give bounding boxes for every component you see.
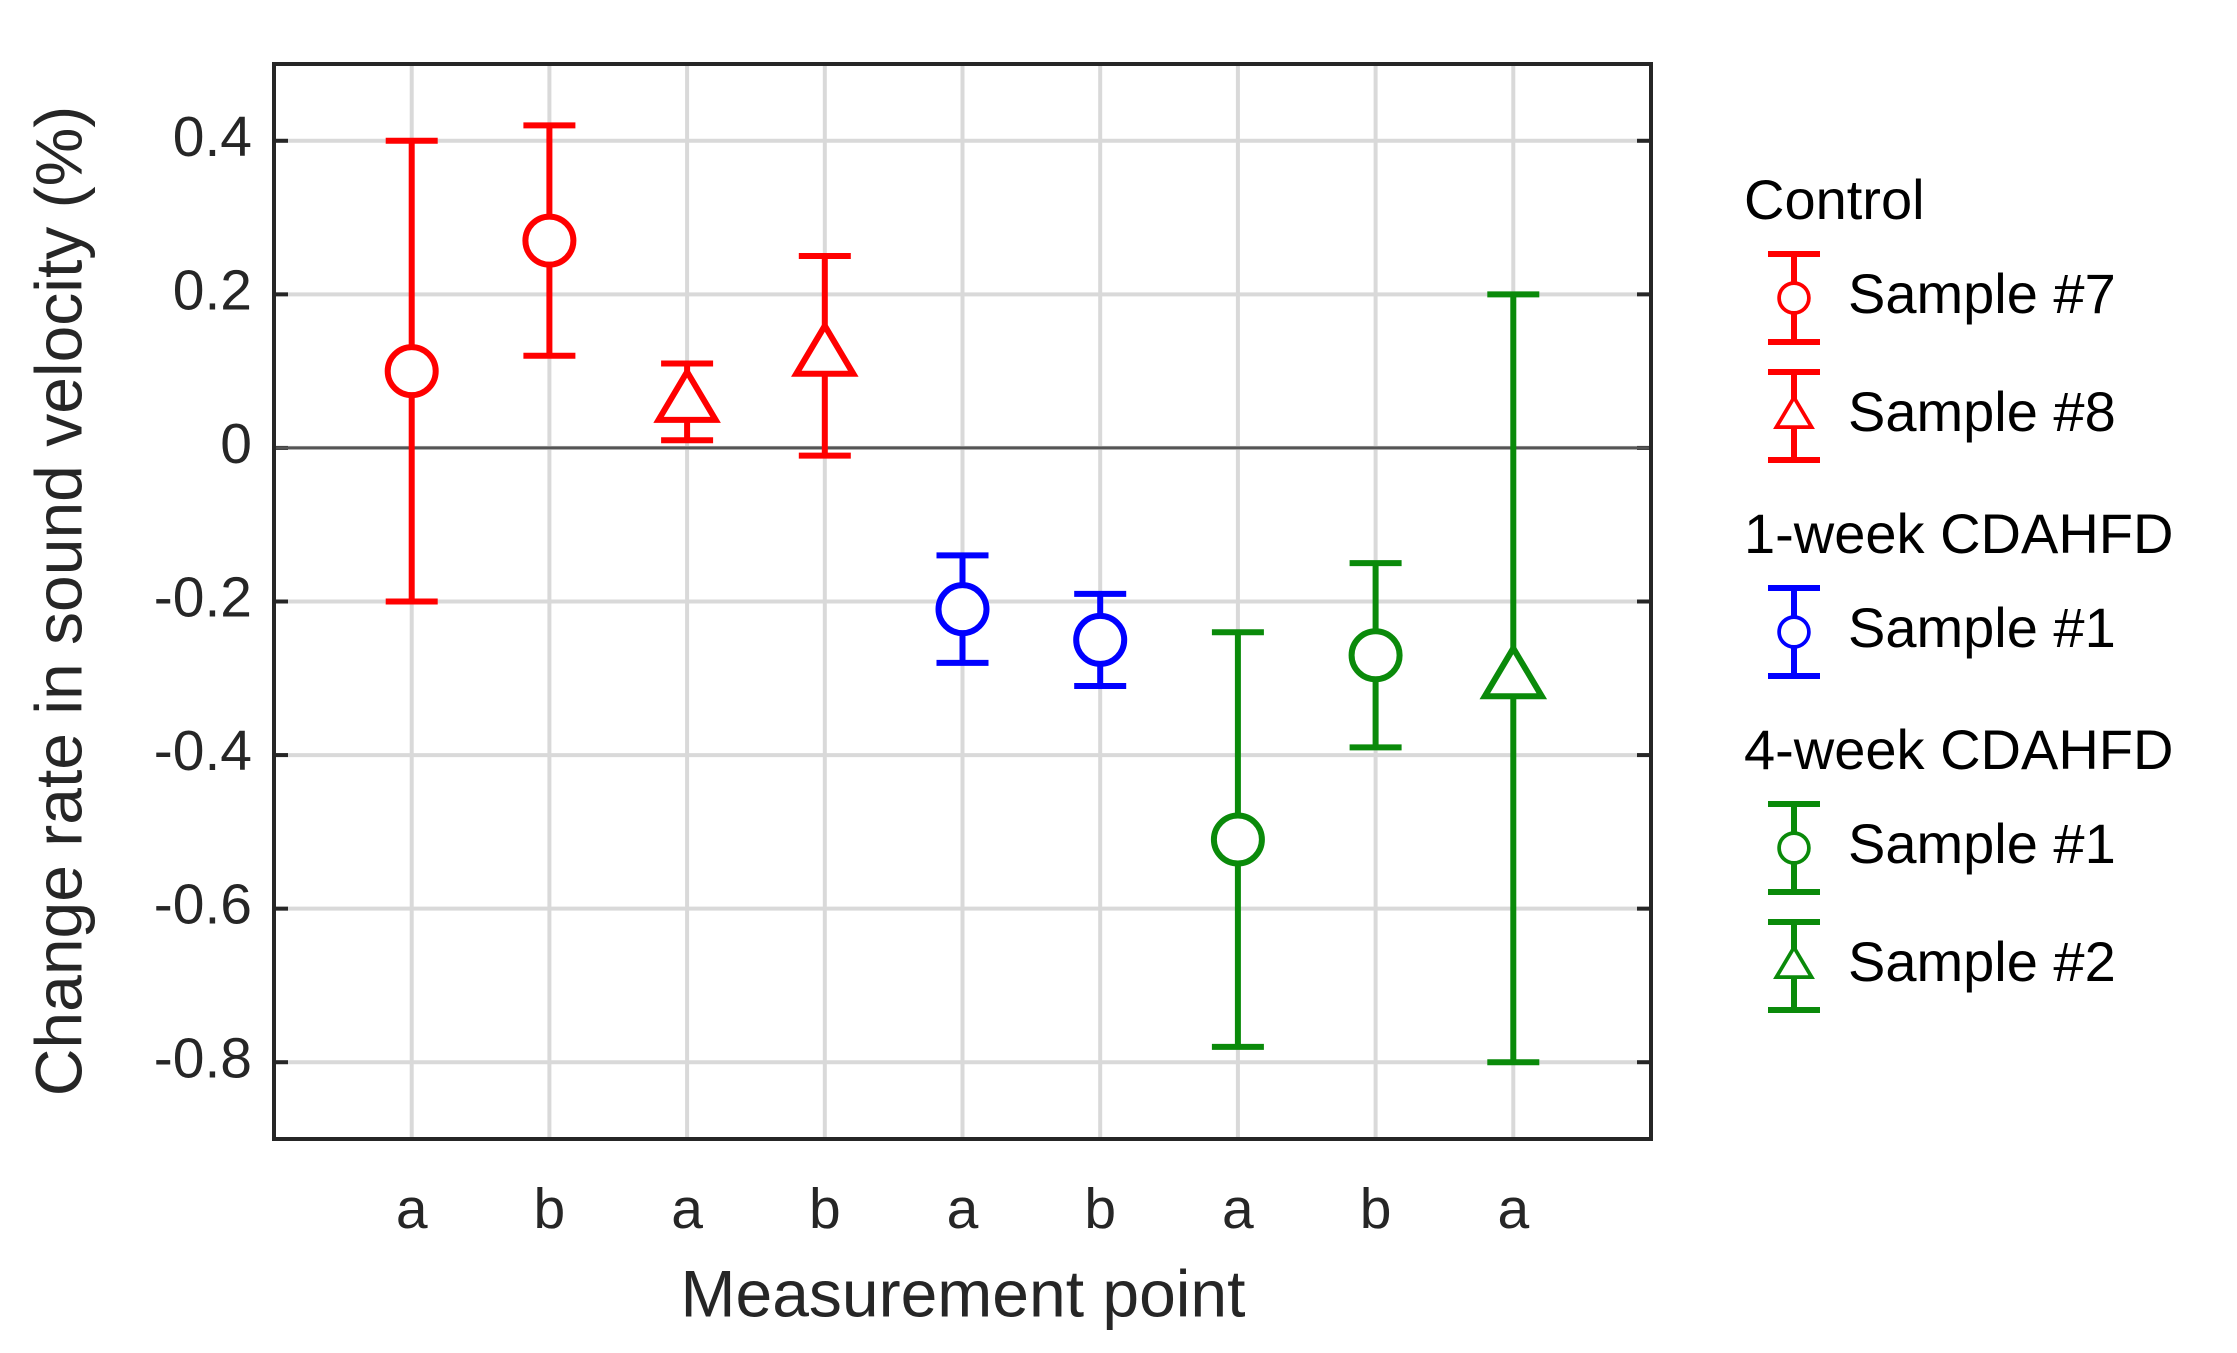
y-tick-label: 0 [220,412,252,476]
x-axis-label: Measurement point [681,1256,1246,1330]
y-tick-label: -0.6 [154,873,252,937]
data-point [1479,642,1548,700]
data-point [1348,628,1403,683]
legend-group-title: Control [1744,168,1925,231]
y-tick-label: -0.8 [154,1026,252,1090]
legend-group-title: 4-week CDAHFD [1744,718,2173,781]
legend-label: Sample #7 [1848,262,2116,325]
x-tick-label: a [671,1177,703,1241]
legend-marker [1773,943,1815,980]
legend-group-title: 1-week CDAHFD [1744,502,2173,565]
legend-marker [1773,393,1815,430]
y-tick-label: 0.2 [173,258,252,322]
y-tick-label: -0.4 [154,719,252,783]
legend-marker [1777,281,1811,315]
legend-marker [1777,831,1811,865]
y-tick-label: -0.2 [154,566,252,630]
x-tick-label: b [809,1177,841,1241]
x-tick-label: a [1497,1177,1529,1241]
x-tick-label: a [396,1177,428,1241]
x-tick-label: b [1084,1177,1116,1241]
legend-label: Sample #8 [1848,380,2116,443]
legend-label: Sample #2 [1848,930,2116,993]
data-point [1210,812,1265,867]
x-tick-label: b [1360,1177,1392,1241]
legend-label: Sample #1 [1848,812,2116,875]
data-point [791,319,859,377]
x-tick-label: a [947,1177,979,1241]
x-tick-label: a [1222,1177,1254,1241]
x-tick-label: b [534,1177,566,1241]
y-tick-label: 0.4 [173,105,252,169]
plot-frame [272,62,1653,1141]
y-axis-label: Change rate in sound velocity (%) [21,106,95,1097]
legend-label: Sample #1 [1848,596,2116,659]
data-point [384,344,439,399]
legend-marker [1777,615,1811,649]
data-point [522,213,577,268]
data-point [935,582,990,637]
data-point [1073,612,1128,667]
data-point [653,365,721,423]
